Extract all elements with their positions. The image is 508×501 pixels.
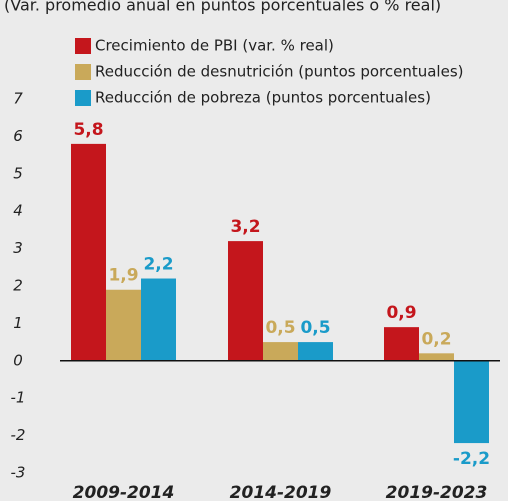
legend-label: Crecimiento de PBI (var. % real) — [95, 37, 334, 55]
bar — [419, 353, 454, 361]
y-tick-label: 0 — [13, 351, 23, 369]
legend-swatch — [75, 90, 91, 106]
bar — [384, 327, 419, 361]
x-tick-label: 2014-2019 — [230, 483, 332, 501]
bar — [71, 143, 106, 361]
y-tick-label: 1 — [13, 314, 23, 332]
y-tick-label: 7 — [13, 90, 23, 108]
bar — [454, 360, 489, 444]
data-label: 0,9 — [386, 303, 416, 323]
legend-label: Reducción de desnutrición (puntos porcen… — [95, 63, 464, 81]
x-tick-label: 2019-2023 — [386, 483, 488, 501]
y-tick-label: 2 — [13, 277, 23, 295]
data-label: 0,2 — [421, 329, 451, 349]
x-tick-label: 2009-2014 — [73, 483, 175, 501]
y-tick-label: -2 — [11, 426, 26, 444]
chart-subtitle: (Var. promedio anual en puntos porcentua… — [4, 0, 441, 15]
y-tick-label: 6 — [13, 127, 23, 145]
data-label: 3,2 — [230, 217, 260, 237]
bar — [106, 289, 141, 361]
y-tick-label: -1 — [11, 389, 26, 407]
legend-swatch — [75, 64, 91, 80]
data-label: 2,2 — [143, 255, 173, 275]
bar — [141, 278, 176, 361]
bar — [263, 342, 298, 361]
y-tick-label: 3 — [13, 239, 23, 257]
data-label: 5,8 — [73, 120, 103, 140]
legend-swatch — [75, 38, 91, 54]
data-label: -2,2 — [453, 449, 490, 469]
y-tick-label: 4 — [13, 202, 23, 220]
data-label: 1,9 — [108, 266, 138, 286]
y-tick-label: -3 — [11, 464, 26, 482]
bar — [298, 342, 333, 361]
data-label: 0,5 — [265, 318, 295, 338]
bar — [228, 241, 263, 361]
y-tick-label: 5 — [13, 164, 23, 182]
data-label: 0,5 — [300, 318, 330, 338]
legend-label: Reducción de pobreza (puntos porcentuale… — [95, 89, 431, 107]
